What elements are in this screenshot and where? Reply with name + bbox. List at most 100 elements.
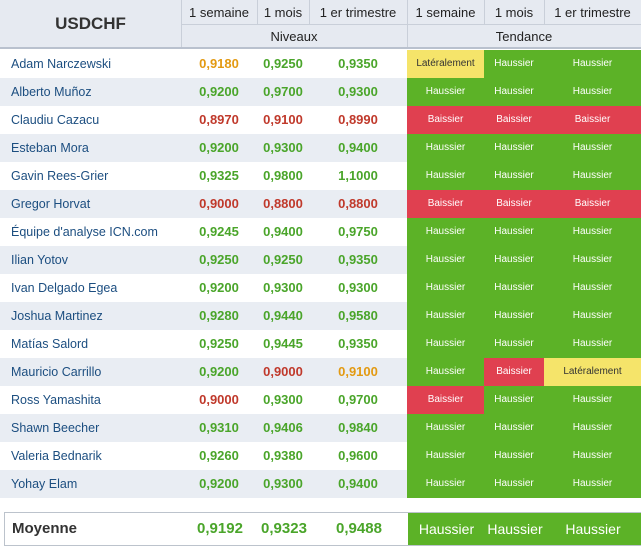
level-1-week: 0,9250 bbox=[199, 336, 239, 351]
trend-header-1-week: 1 semaine bbox=[415, 4, 476, 20]
trend-badge-1-month: Haussier bbox=[484, 50, 544, 78]
table-row: Mauricio Carrillo 0,9200 0,9000 0,9100 Hauss… bbox=[0, 358, 641, 386]
table-row: Ilian Yotov 0,9250 0,9250 0,9350 Haussier Hau… bbox=[0, 246, 641, 274]
level-1-month: 0,9445 bbox=[263, 336, 303, 351]
trend-badge-1-quarter: Haussier bbox=[544, 442, 641, 470]
trend-badge-1-week: Haussier bbox=[407, 274, 484, 302]
trend-badge-1-month: Haussier bbox=[484, 78, 544, 106]
level-1-quarter: 0,9700 bbox=[338, 392, 378, 407]
level-1-month: 0,9800 bbox=[263, 168, 303, 183]
levels-header-1-quarter: 1 er trimestre bbox=[319, 4, 397, 20]
level-1-quarter: 0,9350 bbox=[338, 252, 378, 267]
average-level-1-quarter: 0,9488 bbox=[336, 520, 382, 537]
trend-badge-1-month: Baissier bbox=[484, 106, 544, 134]
level-1-quarter: 0,9100 bbox=[338, 364, 378, 379]
trend-badge-1-quarter: Haussier bbox=[544, 162, 641, 190]
trend-group-header: Tendance bbox=[495, 28, 553, 44]
level-1-week: 0,9200 bbox=[199, 84, 239, 99]
levels-group-header: Niveaux bbox=[270, 28, 318, 44]
level-1-week: 0,9250 bbox=[199, 252, 239, 267]
analyst-name: Valeria Bednarik bbox=[11, 449, 102, 463]
level-1-quarter: 0,9400 bbox=[338, 476, 378, 491]
levels-header-1-week: 1 semaine bbox=[189, 4, 249, 20]
table-row: Gregor Horvat 0,9000 0,8800 0,8800 Baissier B… bbox=[0, 190, 641, 218]
trend-badge-1-quarter: Haussier bbox=[544, 78, 641, 106]
average-trend-1-week: Haussier bbox=[408, 513, 485, 545]
analyst-name: Ilian Yotov bbox=[11, 253, 68, 267]
header-divider bbox=[484, 0, 485, 24]
level-1-quarter: 0,9600 bbox=[338, 448, 378, 463]
trend-badge-1-month: Haussier bbox=[484, 386, 544, 414]
level-1-quarter: 0,9840 bbox=[338, 420, 378, 435]
trend-badge-1-week: Baissier bbox=[407, 386, 484, 414]
table-header: USDCHF 1 semaine 1 mois 1 er trimestre 1… bbox=[0, 0, 641, 48]
trend-badge-1-month: Haussier bbox=[484, 162, 544, 190]
trend-badge-1-week: Haussier bbox=[407, 246, 484, 274]
analyst-name: Alberto Muñoz bbox=[11, 85, 92, 99]
level-1-month: 0,9700 bbox=[263, 84, 303, 99]
trend-badge-1-week: Haussier bbox=[407, 330, 484, 358]
trend-badge-1-week: Baissier bbox=[407, 190, 484, 218]
table-row: Valeria Bednarik 0,9260 0,9380 0,9600 Haussi… bbox=[0, 442, 641, 470]
trend-badge-1-quarter: Haussier bbox=[544, 246, 641, 274]
trend-badge-1-month: Haussier bbox=[484, 302, 544, 330]
level-1-month: 0,9400 bbox=[263, 224, 303, 239]
average-level-1-week: 0,9192 bbox=[197, 520, 243, 537]
level-1-week: 0,9200 bbox=[199, 476, 239, 491]
header-divider bbox=[181, 24, 641, 25]
level-1-week: 0,8970 bbox=[199, 112, 239, 127]
average-row: Moyenne 0,9192 0,9323 0,9488 Haussier Ha… bbox=[4, 512, 641, 546]
table-row: Gavin Rees-Grier 0,9325 0,9800 1,1000 Haussi… bbox=[0, 162, 641, 190]
analyst-name: Matías Salord bbox=[11, 337, 89, 351]
currency-pair-title: USDCHF bbox=[55, 14, 126, 33]
analyst-name: Esteban Mora bbox=[11, 141, 89, 155]
level-1-month: 0,9300 bbox=[263, 476, 303, 491]
trend-badge-1-week: Latéralement bbox=[407, 50, 484, 78]
level-1-week: 0,9180 bbox=[199, 56, 239, 71]
table-row: Ivan Delgado Egea 0,9200 0,9300 0,9300 Hauss… bbox=[0, 274, 641, 302]
trend-badge-1-quarter: Haussier bbox=[544, 330, 641, 358]
level-1-week: 0,9000 bbox=[199, 196, 239, 211]
table-row: Matías Salord 0,9250 0,9445 0,9350 Haussier H… bbox=[0, 330, 641, 358]
trend-badge-1-week: Haussier bbox=[407, 78, 484, 106]
analyst-name: Yohay Elam bbox=[11, 477, 78, 491]
analyst-name: Ivan Delgado Egea bbox=[11, 281, 118, 295]
trend-badge-1-week: Haussier bbox=[407, 218, 484, 246]
table-row: Yohay Elam 0,9200 0,9300 0,9400 Haussier Haus… bbox=[0, 470, 641, 498]
level-1-week: 0,9200 bbox=[199, 140, 239, 155]
trend-badge-1-quarter: Haussier bbox=[544, 218, 641, 246]
trend-badge-1-month: Haussier bbox=[484, 134, 544, 162]
trend-badge-1-quarter: Baissier bbox=[544, 106, 641, 134]
level-1-quarter: 0,9580 bbox=[338, 308, 378, 323]
trend-badge-1-month: Baissier bbox=[484, 358, 544, 386]
level-1-quarter: 0,9300 bbox=[338, 280, 378, 295]
level-1-week: 0,9260 bbox=[199, 448, 239, 463]
trend-badge-1-quarter: Haussier bbox=[544, 470, 641, 498]
level-1-month: 0,9380 bbox=[263, 448, 303, 463]
trend-badge-1-quarter: Haussier bbox=[544, 50, 641, 78]
level-1-quarter: 0,8800 bbox=[338, 196, 378, 211]
trend-badge-1-quarter: Haussier bbox=[544, 134, 641, 162]
level-1-month: 0,8800 bbox=[263, 196, 303, 211]
level-1-quarter: 1,1000 bbox=[338, 168, 378, 183]
trend-badge-1-month: Haussier bbox=[484, 218, 544, 246]
trend-badge-1-week: Haussier bbox=[407, 162, 484, 190]
analyst-name: Claudiu Cazacu bbox=[11, 113, 100, 127]
trend-header-1-month: 1 mois bbox=[494, 4, 534, 20]
header-divider bbox=[544, 0, 545, 24]
average-label: Moyenne bbox=[12, 520, 78, 537]
trend-badge-1-month: Haussier bbox=[484, 274, 544, 302]
level-1-month: 0,9300 bbox=[263, 392, 303, 407]
level-1-month: 0,9406 bbox=[263, 420, 303, 435]
level-1-week: 0,9000 bbox=[199, 392, 239, 407]
level-1-week: 0,9310 bbox=[199, 420, 239, 435]
analyst-name: Gregor Horvat bbox=[11, 197, 91, 211]
trend-badge-1-week: Haussier bbox=[407, 414, 484, 442]
trend-badge-1-quarter: Haussier bbox=[544, 414, 641, 442]
table-row: Adam Narczewski 0,9180 0,9250 0,9350 Latéral… bbox=[0, 50, 641, 78]
trend-badge-1-week: Haussier bbox=[407, 470, 484, 498]
analyst-name: Joshua Martinez bbox=[11, 309, 103, 323]
header-divider bbox=[309, 0, 310, 24]
table-row: Alberto Muñoz 0,9200 0,9700 0,9300 Haussier H… bbox=[0, 78, 641, 106]
level-1-quarter: 0,9750 bbox=[338, 224, 378, 239]
